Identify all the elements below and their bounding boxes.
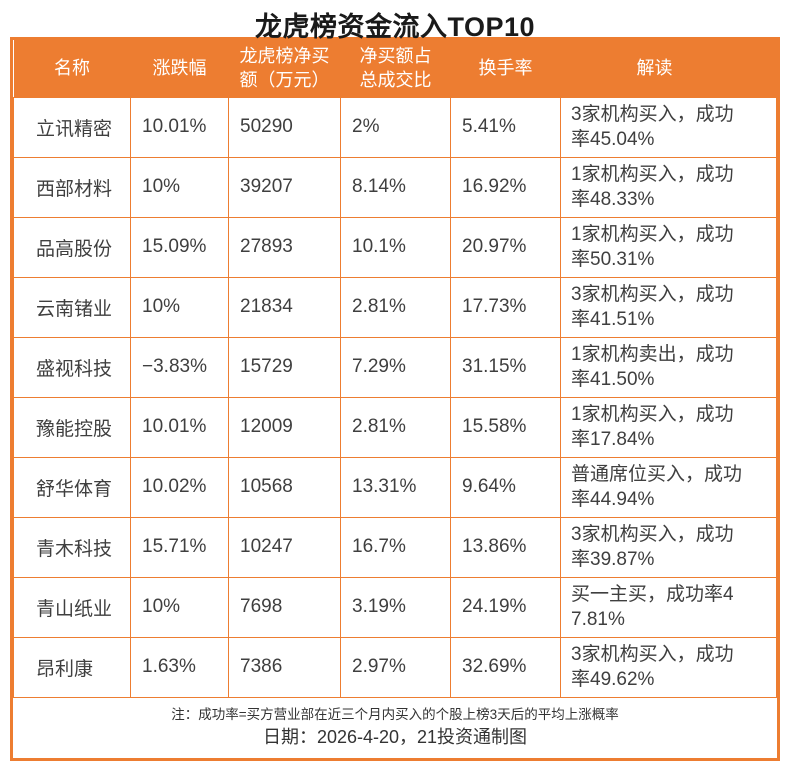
column-header-change-pct: 涨跌幅 — [130, 40, 229, 97]
column-header-net-buy-amount: 龙虎榜净买 额（万元） — [228, 40, 341, 97]
column-header-interpretation: 解读 — [560, 40, 777, 97]
change-pct: 10.01% — [130, 396, 229, 458]
interpretation: 1家机构卖出，成功率41.50% — [560, 336, 777, 398]
net-buy-ratio: 2.81% — [340, 276, 451, 338]
change-pct: 10.02% — [130, 456, 229, 518]
interpretation: 3家机构买入，成功率39.87% — [560, 516, 777, 578]
table-body: 立讯精密 10.01% 50290 2% 5.41% 3家机构买入，成功率45.04% 西部… — [13, 96, 777, 698]
table-row: 品高股份 15.09% 27893 10.1% 20.97% 1家机构买入，成功率50.3… — [13, 216, 777, 278]
net-buy-amount: 21834 — [228, 276, 341, 338]
turnover-rate: 32.69% — [450, 636, 561, 698]
net-buy-amount: 10568 — [228, 456, 341, 518]
turnover-rate: 20.97% — [450, 216, 561, 278]
stock-name: 盛视科技 — [13, 336, 131, 398]
net-buy-amount: 50290 — [228, 96, 341, 158]
stock-name: 品高股份 — [13, 216, 131, 278]
turnover-rate: 17.73% — [450, 276, 561, 338]
change-pct: 10% — [130, 576, 229, 638]
footnote: 注：成功率=买方营业部在近三个月内买入的个股上榜3天后的平均上涨概率 — [171, 706, 619, 722]
stock-name: 立讯精密 — [13, 96, 131, 158]
interpretation: 买一主买，成功率47.81% — [560, 576, 777, 638]
change-pct: 10% — [130, 276, 229, 338]
table-row: 云南锗业 10% 21834 2.81% 17.73% 3家机构买入，成功率41.51% — [13, 276, 777, 338]
net-buy-ratio: 8.14% — [340, 156, 451, 218]
change-pct: 1.63% — [130, 636, 229, 698]
table-header: 名称 涨跌幅 龙虎榜净买 额（万元） 净买额占 总成交比 换手率 解读 — [13, 40, 777, 97]
table-row: 豫能控股 10.01% 12009 2.81% 15.58% 1家机构买入，成功率17.8… — [13, 396, 777, 458]
table-row: 盛视科技 −3.83% 15729 7.29% 31.15% 1家机构卖出，成功率41.5… — [13, 336, 777, 398]
turnover-rate: 9.64% — [450, 456, 561, 518]
top10-table: 名称 涨跌幅 龙虎榜净买 额（万元） 净买额占 总成交比 换手率 解读 立讯精密 10.01… — [13, 40, 777, 698]
stock-name: 昂利康 — [13, 636, 131, 698]
header-row: 名称 涨跌幅 龙虎榜净买 额（万元） 净买额占 总成交比 换手率 解读 — [13, 40, 777, 97]
change-pct: −3.83% — [130, 336, 229, 398]
net-buy-amount: 7386 — [228, 636, 341, 698]
stock-name: 西部材料 — [13, 156, 131, 218]
net-buy-ratio: 13.31% — [340, 456, 451, 518]
net-buy-amount: 12009 — [228, 396, 341, 458]
interpretation: 3家机构买入，成功率45.04% — [560, 96, 777, 158]
net-buy-ratio: 7.29% — [340, 336, 451, 398]
net-buy-amount: 7698 — [228, 576, 341, 638]
turnover-rate: 15.58% — [450, 396, 561, 458]
change-pct: 10.01% — [130, 96, 229, 158]
turnover-rate: 24.19% — [450, 576, 561, 638]
stock-name: 豫能控股 — [13, 396, 131, 458]
column-header-stock-name: 名称 — [13, 40, 131, 97]
column-header-net-buy-ratio: 净买额占 总成交比 — [340, 40, 451, 97]
table-footer: 注：成功率=买方营业部在近三个月内买入的个股上榜3天后的平均上涨概率 日期：20… — [13, 698, 777, 758]
table-row: 青山纸业 10% 7698 3.19% 24.19% 买一主买，成功率47.81% — [13, 576, 777, 638]
net-buy-amount: 39207 — [228, 156, 341, 218]
net-buy-amount: 27893 — [228, 216, 341, 278]
column-header-turnover-rate: 换手率 — [450, 40, 561, 97]
table-board: 名称 涨跌幅 龙虎榜净买 额（万元） 净买额占 总成交比 换手率 解读 立讯精密 10.01… — [10, 37, 780, 761]
net-buy-ratio: 10.1% — [340, 216, 451, 278]
interpretation: 3家机构买入，成功率49.62% — [560, 636, 777, 698]
net-buy-amount: 15729 — [228, 336, 341, 398]
interpretation: 3家机构买入，成功率41.51% — [560, 276, 777, 338]
table-row: 青木科技 15.71% 10247 16.7% 13.86% 3家机构买入，成功率39.8… — [13, 516, 777, 578]
interpretation: 1家机构买入，成功率48.33% — [560, 156, 777, 218]
net-buy-ratio: 3.19% — [340, 576, 451, 638]
turnover-rate: 5.41% — [450, 96, 561, 158]
stock-name: 青山纸业 — [13, 576, 131, 638]
interpretation: 1家机构买入，成功率50.31% — [560, 216, 777, 278]
interpretation: 1家机构买入，成功率17.84% — [560, 396, 777, 458]
net-buy-amount: 10247 — [228, 516, 341, 578]
change-pct: 10% — [130, 156, 229, 218]
turnover-rate: 13.86% — [450, 516, 561, 578]
net-buy-ratio: 2.81% — [340, 396, 451, 458]
date-line: 日期：2026-4-20，21投资通制图 — [262, 726, 528, 747]
net-buy-ratio: 16.7% — [340, 516, 451, 578]
net-buy-ratio: 2.97% — [340, 636, 451, 698]
stock-name: 云南锗业 — [13, 276, 131, 338]
change-pct: 15.09% — [130, 216, 229, 278]
table-row: 西部材料 10% 39207 8.14% 16.92% 1家机构买入，成功率48.33% — [13, 156, 777, 218]
table-row: 立讯精密 10.01% 50290 2% 5.41% 3家机构买入，成功率45.04% — [13, 96, 777, 158]
table-row: 舒华体育 10.02% 10568 13.31% 9.64% 普通席位买入，成功率44.9… — [13, 456, 777, 518]
turnover-rate: 31.15% — [450, 336, 561, 398]
change-pct: 15.71% — [130, 516, 229, 578]
interpretation: 普通席位买入，成功率44.94% — [560, 456, 777, 518]
stock-name: 青木科技 — [13, 516, 131, 578]
page-title: 龙虎榜资金流入TOP10 — [254, 12, 536, 42]
turnover-rate: 16.92% — [450, 156, 561, 218]
net-buy-ratio: 2% — [340, 96, 451, 158]
stock-name: 舒华体育 — [13, 456, 131, 518]
table-row: 昂利康 1.63% 7386 2.97% 32.69% 3家机构买入，成功率49.62% — [13, 636, 777, 698]
